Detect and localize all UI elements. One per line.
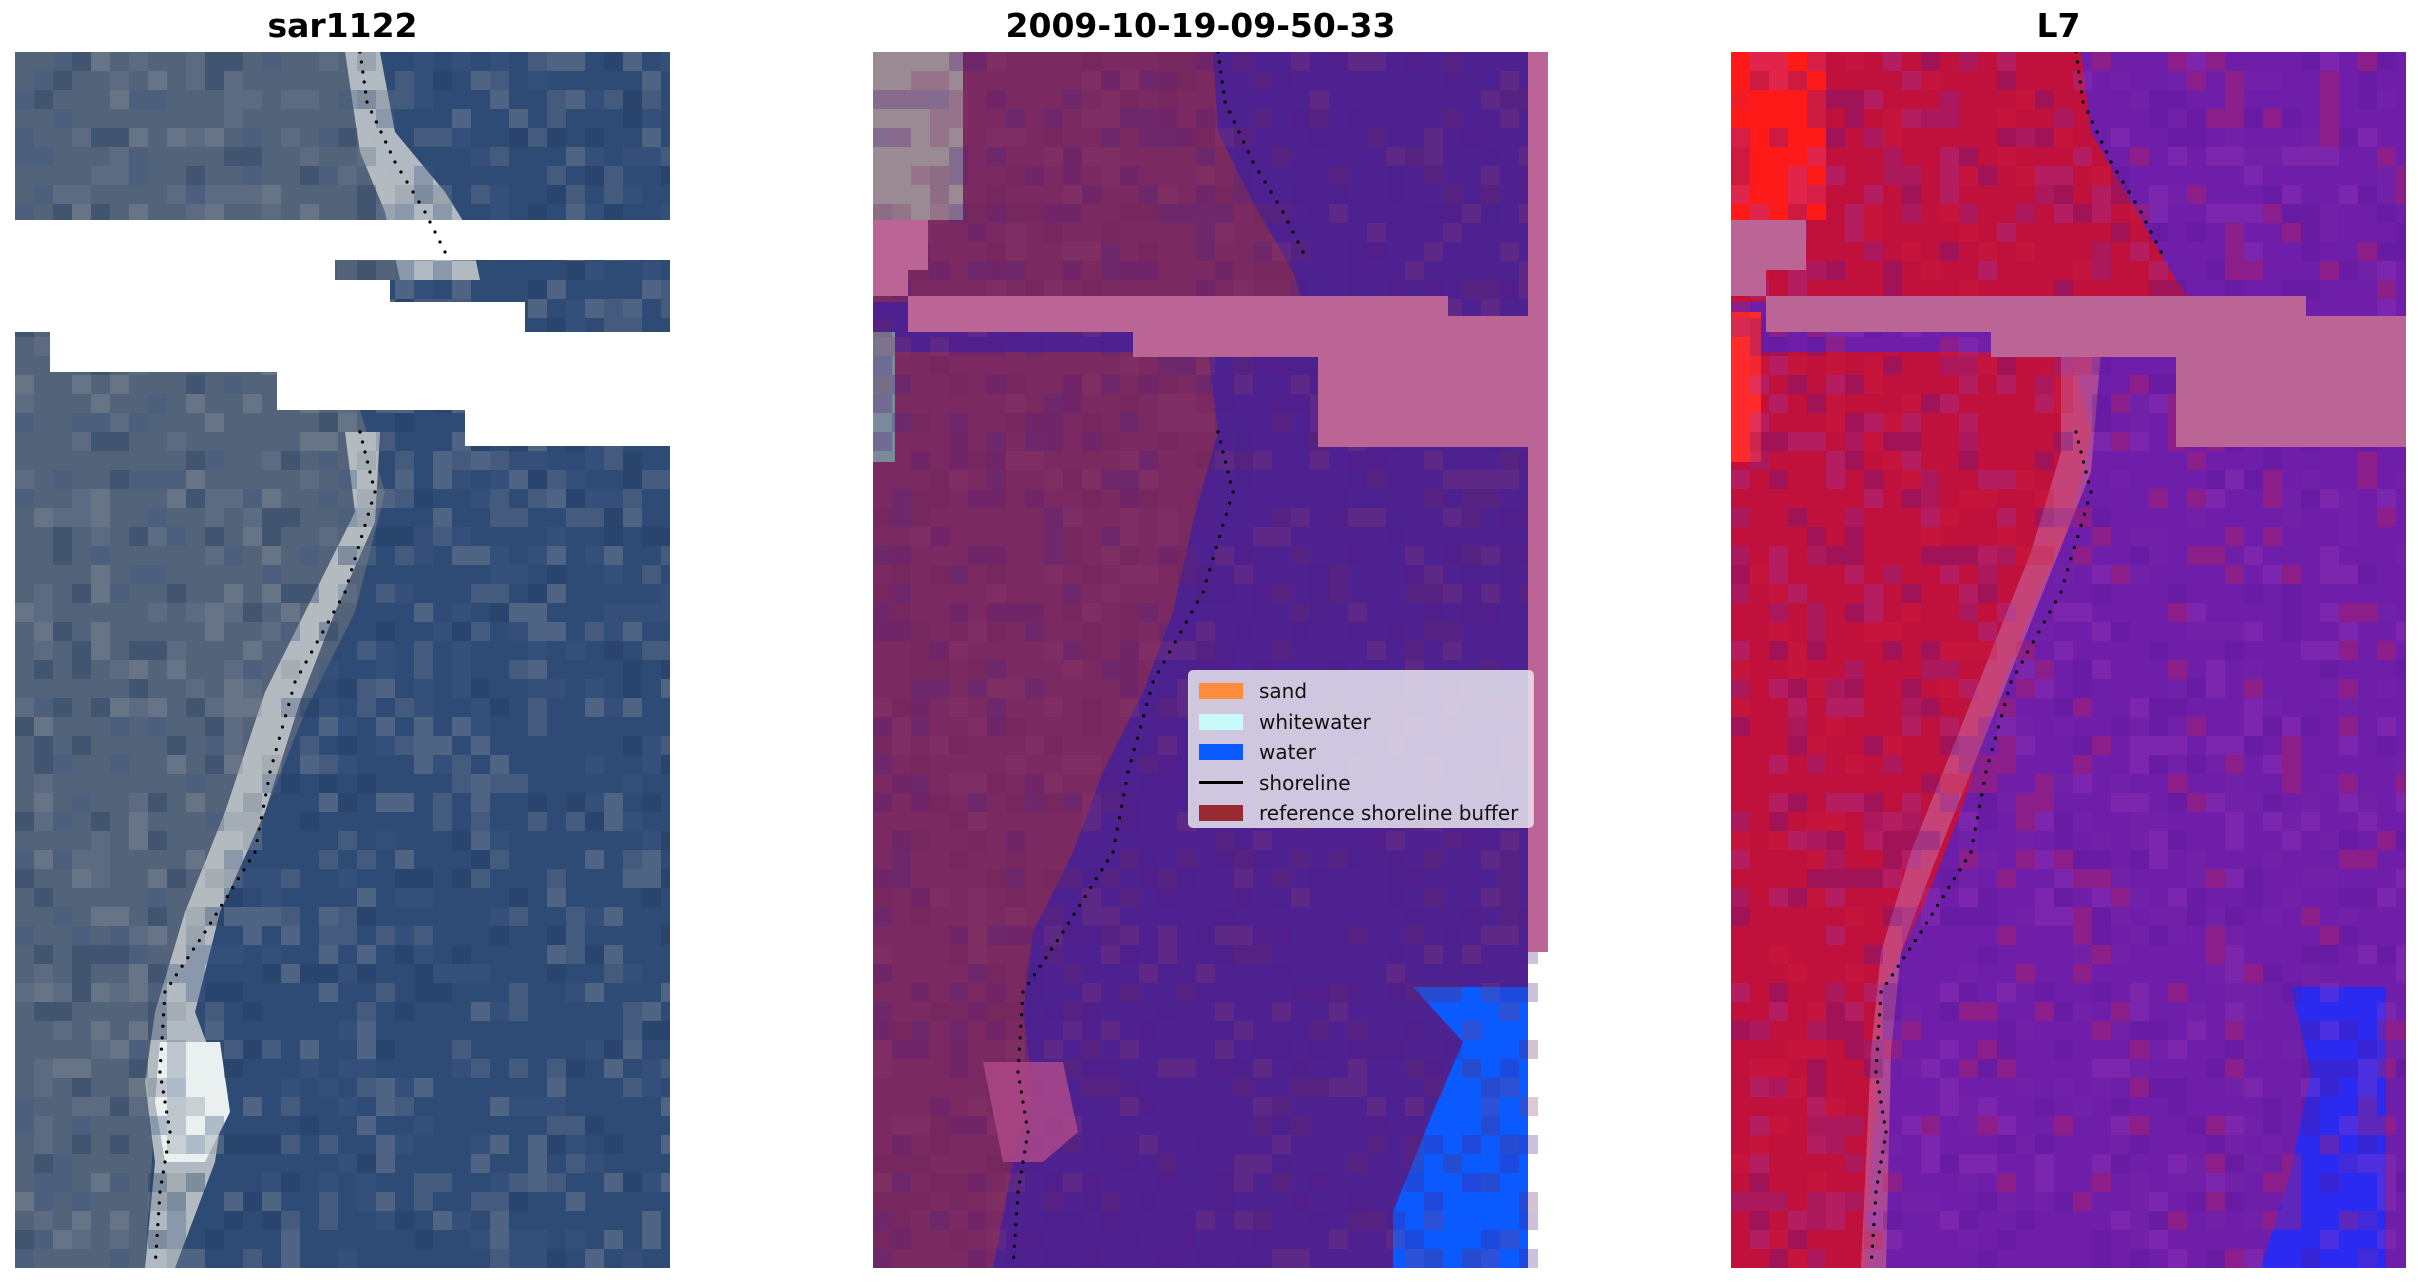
legend-swatch-water	[1199, 744, 1243, 761]
land-index-bottom	[1731, 352, 2091, 1268]
rgb-unclassified-top	[873, 52, 963, 220]
whitewater-patch	[155, 1042, 230, 1162]
land-class-bottom	[873, 352, 1218, 1268]
panel-title-index: L7	[2036, 6, 2081, 45]
land-index-top	[1731, 52, 2191, 302]
classified-image-panel	[873, 52, 1548, 1268]
rgb-unclassified-left	[873, 332, 895, 462]
cloud-mask-band	[1731, 220, 2406, 447]
legend-label: reference shoreline buffer	[1259, 801, 1519, 826]
shoreline-bottom	[1870, 430, 2093, 1259]
legend-item-reference-buffer: reference shoreline buffer	[1199, 798, 1533, 829]
land-class-top	[873, 52, 1303, 302]
panel-title-classified: 2009-10-19-09-50-33	[1005, 6, 1396, 45]
legend-item-whitewater: whitewater	[1199, 707, 1533, 738]
deep-water-patch	[1393, 987, 1528, 1268]
legend-line-shoreline	[1199, 781, 1243, 785]
shoreline-top	[1216, 52, 1305, 254]
legend: sand whitewater water shoreline referenc…	[1188, 670, 1534, 828]
cloud-mask-gap	[15, 220, 670, 446]
legend-label: sand	[1259, 679, 1308, 704]
legend-swatch-sand	[1199, 683, 1243, 700]
land-region-bottom	[15, 332, 385, 1268]
legend-swatch-whitewater	[1199, 713, 1243, 730]
reference-buffer-patch	[983, 1062, 1078, 1162]
legend-label: shoreline	[1259, 770, 1351, 795]
legend-item-sand: sand	[1199, 676, 1533, 707]
deep-water-index	[2261, 987, 2386, 1268]
legend-item-shoreline: shoreline	[1199, 768, 1533, 799]
legend-swatch-reference-buffer	[1199, 805, 1243, 822]
legend-label: whitewater	[1259, 709, 1371, 734]
rgb-image-panel	[15, 52, 670, 1268]
legend-item-water: water	[1199, 737, 1533, 768]
index-image-panel	[1731, 52, 2406, 1268]
legend-label: water	[1259, 740, 1316, 765]
shoreline-top	[2074, 52, 2163, 254]
shoreline-top	[358, 52, 447, 254]
pixel-texture	[873, 52, 1538, 1268]
bright-land-top	[1731, 52, 1826, 220]
panel-title-rgb: sar1122	[267, 6, 418, 45]
transition-strip	[1861, 352, 2101, 1268]
bright-land-left	[1731, 312, 1761, 462]
shoreline-bottom	[154, 430, 377, 1259]
shoreline-bottom	[1012, 430, 1235, 1259]
cloud-mask-band	[873, 220, 1528, 447]
